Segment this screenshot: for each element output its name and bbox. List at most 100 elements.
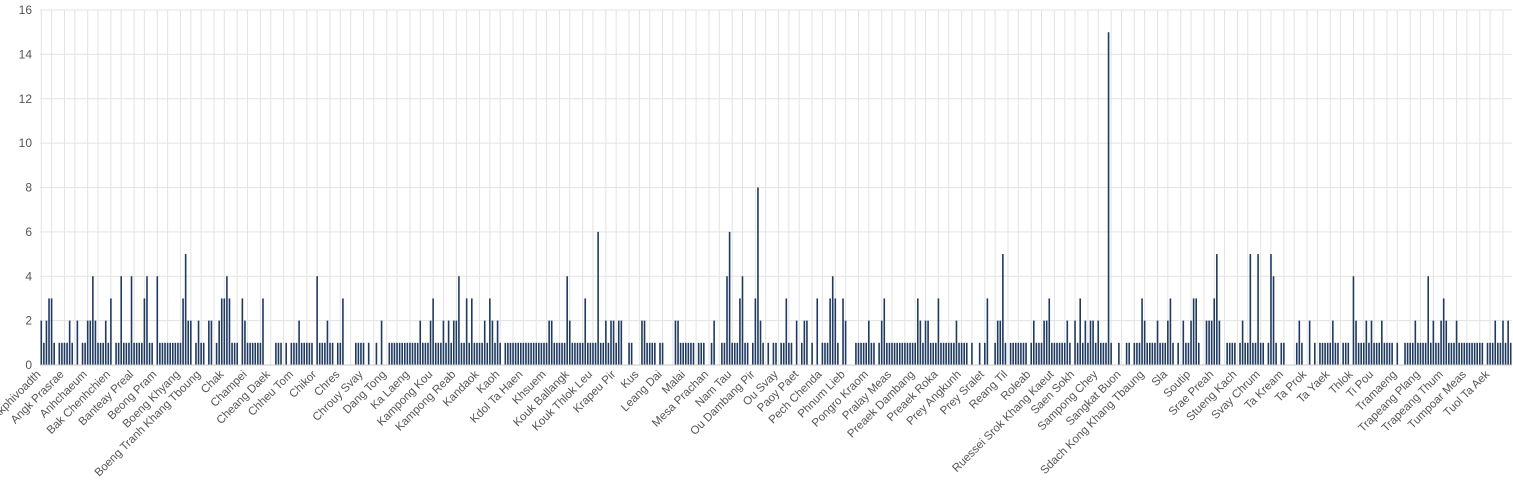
bar — [927, 320, 929, 365]
bar — [1406, 342, 1409, 365]
bar — [746, 342, 749, 365]
bar — [128, 342, 130, 365]
bar — [249, 342, 251, 365]
bar — [293, 342, 295, 365]
bar — [1138, 342, 1141, 365]
bar — [445, 342, 447, 365]
bar — [898, 342, 901, 365]
bar — [1450, 342, 1453, 365]
bar — [924, 320, 927, 365]
bar — [262, 298, 264, 365]
bar — [880, 320, 883, 365]
bar — [986, 298, 989, 365]
bar — [862, 342, 865, 365]
bar — [1159, 342, 1161, 365]
bar — [241, 298, 244, 365]
bar — [651, 342, 654, 365]
bar — [460, 342, 463, 365]
bar — [380, 320, 383, 365]
bar — [659, 342, 661, 365]
bar — [164, 342, 166, 365]
bar — [548, 320, 550, 365]
bar — [535, 342, 538, 365]
bar — [215, 342, 218, 365]
bar — [1118, 342, 1120, 365]
bar — [1259, 342, 1262, 365]
bar — [999, 320, 1002, 365]
bar — [1337, 342, 1339, 365]
bar — [1275, 342, 1277, 365]
bar — [1494, 320, 1497, 365]
bar — [53, 342, 55, 365]
bar — [630, 342, 633, 365]
bar — [803, 320, 806, 365]
bar — [1262, 342, 1265, 365]
bar — [1368, 342, 1370, 365]
bar — [767, 342, 770, 365]
bar — [945, 342, 947, 365]
bar — [888, 342, 891, 365]
bar — [1205, 320, 1208, 365]
bar — [1014, 342, 1017, 365]
bar — [1254, 342, 1257, 365]
bar — [1105, 342, 1107, 365]
bar — [806, 320, 808, 365]
bar — [496, 320, 499, 365]
bar — [483, 320, 486, 365]
bar — [465, 298, 468, 365]
bar — [177, 342, 179, 365]
bar — [200, 342, 202, 365]
bar — [92, 276, 94, 365]
bar — [1084, 320, 1087, 365]
bar — [316, 276, 318, 365]
bar — [762, 342, 764, 365]
bar — [360, 342, 362, 365]
bar — [984, 342, 986, 365]
bar — [563, 342, 566, 365]
bar — [1342, 342, 1344, 365]
bar — [909, 342, 911, 365]
bar — [844, 320, 847, 365]
bar — [367, 342, 370, 365]
bar — [388, 342, 391, 365]
bar — [947, 342, 950, 365]
bar — [620, 320, 623, 365]
bar — [308, 342, 311, 365]
bar — [788, 342, 790, 365]
bar — [1381, 320, 1383, 365]
bar — [342, 298, 344, 365]
bar — [602, 342, 605, 365]
bar — [115, 342, 117, 365]
bar — [473, 342, 476, 365]
bar — [48, 298, 50, 365]
bar — [84, 342, 86, 365]
bar — [1051, 342, 1053, 365]
bar — [362, 342, 365, 365]
bar — [311, 342, 313, 365]
bar — [357, 342, 360, 365]
bar — [489, 298, 491, 365]
bar — [424, 342, 427, 365]
bar — [553, 342, 556, 365]
bar — [1218, 320, 1221, 365]
bar — [1025, 342, 1027, 365]
bar — [1128, 342, 1130, 365]
bar — [514, 342, 517, 365]
bar — [135, 342, 138, 365]
bar — [1030, 342, 1033, 365]
bar — [700, 342, 703, 365]
bar — [339, 342, 342, 365]
bar — [1326, 342, 1329, 365]
bar — [834, 298, 837, 365]
bar — [1241, 320, 1244, 365]
bar — [1362, 342, 1365, 365]
bar — [1319, 342, 1321, 365]
y-tick-label: 12 — [19, 92, 33, 106]
bar — [97, 342, 99, 365]
bar — [208, 320, 210, 365]
bar — [1102, 342, 1105, 365]
bar — [81, 342, 84, 365]
bar — [1004, 342, 1007, 365]
bar — [403, 342, 406, 365]
bar — [522, 342, 525, 365]
